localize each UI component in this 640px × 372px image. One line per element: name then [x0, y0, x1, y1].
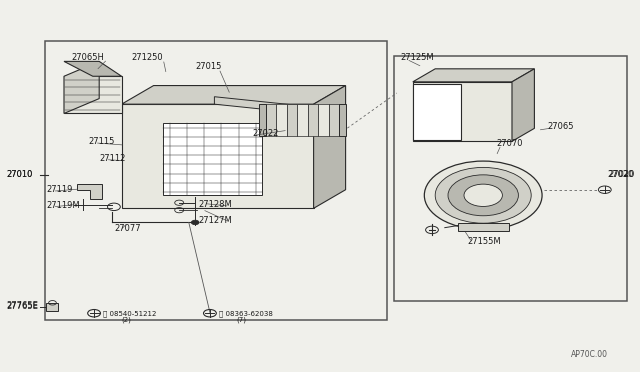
Bar	[394, 56, 627, 301]
Polygon shape	[64, 76, 122, 113]
Text: 27127M: 27127M	[198, 216, 232, 225]
Text: 271250: 271250	[131, 53, 163, 62]
Polygon shape	[318, 104, 329, 136]
Text: 27119: 27119	[46, 185, 72, 194]
Text: AP70C.00: AP70C.00	[571, 350, 608, 359]
Text: 27065: 27065	[547, 122, 573, 131]
Text: 27765E: 27765E	[6, 302, 38, 311]
Polygon shape	[46, 303, 58, 311]
Polygon shape	[297, 104, 308, 136]
Polygon shape	[413, 69, 534, 82]
Text: 27128M: 27128M	[198, 200, 232, 209]
Text: 27015: 27015	[195, 62, 221, 71]
Text: 27022: 27022	[253, 129, 279, 138]
Polygon shape	[122, 104, 314, 208]
Text: (2): (2)	[122, 317, 131, 323]
Bar	[163, 123, 262, 195]
Text: 27119M: 27119M	[46, 201, 80, 210]
Polygon shape	[64, 61, 99, 113]
Polygon shape	[77, 184, 102, 199]
Text: 27020: 27020	[607, 170, 634, 179]
Polygon shape	[512, 69, 534, 141]
Polygon shape	[329, 104, 339, 136]
Circle shape	[464, 184, 502, 206]
Text: 27125M: 27125M	[400, 53, 434, 62]
Circle shape	[424, 161, 542, 230]
Text: (7): (7)	[237, 317, 247, 323]
Text: 27065H: 27065H	[72, 53, 104, 62]
Polygon shape	[308, 104, 318, 136]
Text: 27010: 27010	[6, 170, 33, 179]
Circle shape	[191, 220, 199, 225]
Polygon shape	[458, 223, 509, 231]
Polygon shape	[122, 86, 346, 104]
Bar	[339, 104, 346, 136]
Text: 27765E: 27765E	[6, 301, 38, 310]
Text: 27020: 27020	[609, 170, 635, 179]
Polygon shape	[413, 84, 461, 140]
Circle shape	[435, 167, 531, 223]
Polygon shape	[314, 86, 346, 208]
Text: Ⓢ 08540-51212: Ⓢ 08540-51212	[103, 310, 156, 317]
Text: 27155M: 27155M	[467, 237, 501, 246]
Text: 27077: 27077	[114, 224, 141, 233]
Polygon shape	[214, 97, 304, 113]
Polygon shape	[266, 104, 276, 136]
Text: 27070: 27070	[496, 139, 522, 148]
Polygon shape	[413, 82, 512, 141]
Polygon shape	[287, 104, 297, 136]
Polygon shape	[64, 61, 122, 76]
Text: 27112: 27112	[99, 154, 125, 163]
Polygon shape	[276, 104, 287, 136]
Text: 27010: 27010	[6, 170, 33, 179]
Bar	[259, 104, 266, 136]
Text: Ⓢ 08363-62038: Ⓢ 08363-62038	[219, 310, 273, 317]
Bar	[45, 41, 387, 320]
Text: 27115: 27115	[88, 137, 115, 146]
Circle shape	[448, 175, 518, 216]
